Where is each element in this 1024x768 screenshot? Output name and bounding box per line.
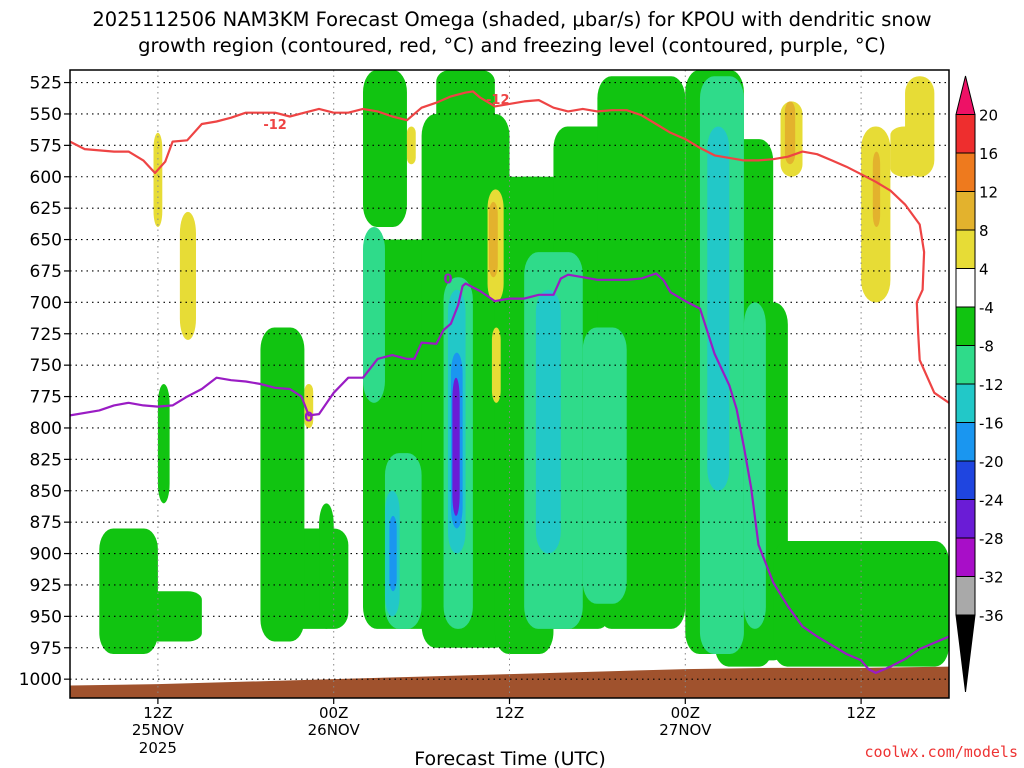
terrain-area (70, 666, 949, 698)
colorbar-label-5: -4 (979, 299, 994, 317)
omega-cell-neg28-0 (452, 377, 460, 516)
colorbar-swatch-5 (955, 268, 976, 308)
omega-cell-neg8-0 (363, 70, 407, 227)
omega-cell-4-2 (304, 384, 314, 428)
contours: -12 -12 0 0 (70, 90, 949, 674)
colorbar-swatch-6 (955, 306, 976, 346)
omega-cell-neg8-15 (99, 528, 158, 655)
dgz-label-1: -12 (263, 118, 287, 133)
colorbar-label-8: -16 (979, 415, 1004, 433)
colorbar-swatch-1 (955, 114, 976, 154)
y-tick-label-950: 950 (30, 607, 62, 627)
watermark: coolwx.com/models (864, 743, 1018, 761)
y-tick-label-975: 975 (30, 639, 62, 659)
y-tick-label-525: 525 (30, 74, 62, 94)
y-tick-label-600: 600 (30, 168, 62, 188)
omega-cell-neg16-3 (707, 126, 730, 491)
y-tick-label-875: 875 (30, 513, 62, 533)
omega-cell-neg8-16 (157, 384, 170, 504)
colorbar-swatch-2 (955, 152, 976, 192)
colorbar-label-9: -20 (979, 453, 1004, 471)
colorbar-label-12: -32 (979, 569, 1004, 587)
omega-cell-neg12-1 (363, 227, 385, 403)
colorbar-label-7: -12 (979, 376, 1004, 394)
colorbar-label-10: -24 (979, 492, 1004, 510)
colorbar-top-arrow (955, 75, 976, 115)
freezing-label-2: 0 (443, 273, 452, 288)
colorbar-swatch-9 (955, 422, 976, 462)
omega-cell-8-1 (784, 101, 796, 165)
omega-shading (99, 70, 949, 667)
omega-cell-neg12-4 (582, 327, 627, 604)
grid-lines (70, 70, 949, 698)
colorbar-swatch-8 (955, 383, 976, 423)
y-tick-label-650: 650 (30, 231, 62, 251)
omega-cell-neg8-13 (260, 327, 305, 642)
y-tick-label-800: 800 (30, 419, 62, 439)
y-tick-label-625: 625 (30, 199, 62, 219)
y-tick-label-575: 575 (30, 136, 62, 156)
colorbar-label-13: -36 (979, 607, 1004, 625)
x-tick-date-6: 25NOV (132, 721, 185, 739)
omega-cell-neg8-17 (319, 503, 334, 629)
colorbar-label-11: -28 (979, 530, 1004, 548)
x-tick-label-42: 00Z (671, 704, 700, 722)
omega-cell-8-0 (488, 201, 498, 278)
colorbar-swatch-13 (955, 576, 976, 616)
freezing-level-contour-line (70, 272, 949, 674)
chart-title-line1: 2025112506 NAM3KM Forecast Omega (shaded… (92, 8, 931, 31)
colorbar-swatch-10 (955, 460, 976, 500)
x-tick-label-18: 00Z (319, 704, 348, 722)
x-tick-date-42: 27NOV (659, 721, 712, 739)
y-tick-label-550: 550 (30, 105, 62, 125)
y-tick-label-700: 700 (30, 293, 62, 313)
colorbar-label-6: -8 (979, 338, 994, 356)
colorbar-label-0: 20 (979, 107, 998, 125)
y-tick-label-675: 675 (30, 262, 62, 282)
y-tick-label-1000: 1000 (19, 670, 62, 690)
colorbar-swatch-4 (955, 229, 976, 269)
omega-cell-4-8 (905, 76, 935, 177)
colorbar: 20 16 12 8 4 -4 -8 -12 -16 -20 -24 -28 -32 -36 (955, 75, 1004, 693)
y-tick-label-725: 725 (30, 325, 62, 345)
x-tick-year-6: 2025 (139, 739, 177, 757)
y-tick-label-825: 825 (30, 450, 62, 470)
dgz-label-2: -12 (486, 93, 510, 108)
y-tick-label-775: 775 (30, 388, 62, 408)
colorbar-label-1: 16 (979, 145, 998, 163)
dgz-contour-line (70, 90, 949, 404)
y-tick-label-850: 850 (30, 482, 62, 502)
colorbar-label-2: 12 (979, 184, 998, 202)
colorbar-label-3: 8 (979, 222, 989, 240)
colorbar-swatch-11 (955, 499, 976, 539)
terrain-fill (70, 666, 949, 698)
y-tick-label-750: 750 (30, 356, 62, 376)
omega-cell-neg16-2 (535, 289, 561, 554)
colorbar-bottom-arrow (955, 614, 976, 693)
y-tick-label-925: 925 (30, 576, 62, 596)
omega-cell-8-2 (872, 151, 881, 227)
colorbar-label-4: 4 (979, 261, 989, 279)
x-tick-label-6: 12Z (143, 704, 172, 722)
chart-title-line2: growth region (contoured, red, °C) and f… (138, 34, 886, 57)
y-tick-label-900: 900 (30, 545, 62, 565)
colorbar-swatch-7 (955, 345, 976, 385)
omega-cell-4-1 (179, 211, 196, 341)
x-tick-label-54: 12Z (846, 704, 875, 722)
x-axis-label: Forecast Time (UTC) (414, 748, 605, 768)
x-tick-label-30: 12Z (495, 704, 524, 722)
y-axis: 525 550 575 600 625 650 675 700 725 750 775 800 825 8… (19, 74, 70, 690)
omega-cell-4-9 (491, 327, 501, 403)
colorbar-swatch-12 (955, 537, 976, 577)
omega-cell-4-0 (153, 132, 163, 227)
x-tick-date-18: 26NOV (308, 721, 361, 739)
colorbar-swatch-3 (955, 191, 976, 231)
freezing-label-1: 0 (304, 411, 313, 426)
omega-cell-neg20-1 (389, 515, 397, 592)
